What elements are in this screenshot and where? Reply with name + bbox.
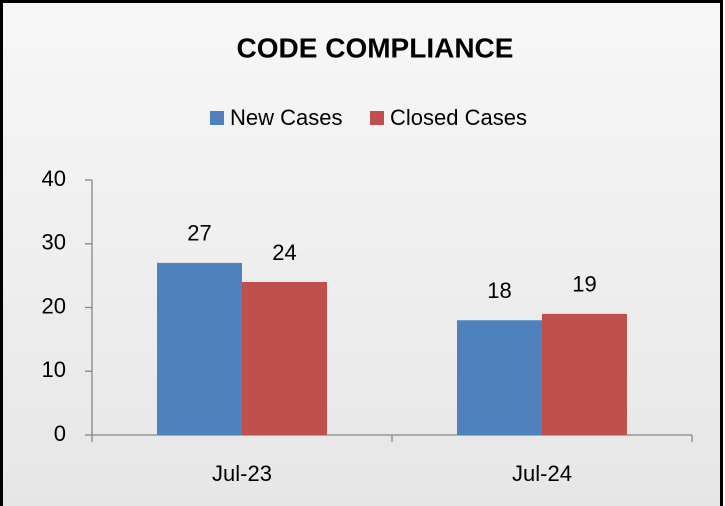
chart-title: CODE COMPLIANCE	[237, 32, 514, 63]
y-tick-label: 0	[54, 421, 66, 446]
y-tick-label: 10	[42, 357, 66, 382]
legend-swatch	[370, 111, 384, 125]
y-tick-label: 30	[42, 230, 66, 255]
y-tick-label: 20	[42, 293, 66, 318]
data-label: 24	[272, 240, 296, 265]
bar	[542, 313, 627, 435]
x-tick-label: Jul-23	[212, 461, 272, 486]
x-tick-label: Jul-24	[512, 461, 572, 486]
y-tick-label: 40	[42, 166, 66, 191]
legend-label: New Cases	[230, 105, 342, 130]
data-label: 27	[187, 221, 211, 246]
data-label: 18	[487, 278, 511, 303]
legend-swatch	[210, 111, 224, 125]
legend-label: Closed Cases	[390, 105, 527, 130]
data-label: 19	[572, 272, 596, 297]
bar	[242, 282, 327, 435]
bar	[457, 320, 542, 435]
bar	[157, 262, 242, 435]
